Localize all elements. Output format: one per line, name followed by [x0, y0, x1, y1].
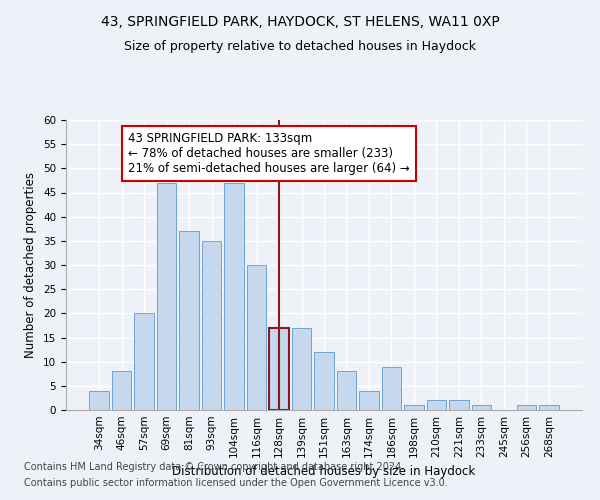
Bar — [179, 231, 199, 410]
Bar — [472, 405, 491, 410]
Bar — [269, 328, 289, 410]
Y-axis label: Number of detached properties: Number of detached properties — [25, 172, 37, 358]
Bar — [247, 265, 266, 410]
Bar — [134, 314, 154, 410]
Text: 43, SPRINGFIELD PARK, HAYDOCK, ST HELENS, WA11 0XP: 43, SPRINGFIELD PARK, HAYDOCK, ST HELENS… — [101, 15, 499, 29]
Bar — [404, 405, 424, 410]
Text: Size of property relative to detached houses in Haydock: Size of property relative to detached ho… — [124, 40, 476, 53]
Bar — [224, 183, 244, 410]
Bar — [202, 241, 221, 410]
Bar — [292, 328, 311, 410]
Bar — [427, 400, 446, 410]
Bar — [314, 352, 334, 410]
X-axis label: Distribution of detached houses by size in Haydock: Distribution of detached houses by size … — [172, 466, 476, 478]
Text: 43 SPRINGFIELD PARK: 133sqm
← 78% of detached houses are smaller (233)
21% of se: 43 SPRINGFIELD PARK: 133sqm ← 78% of det… — [128, 132, 410, 175]
Text: Contains public sector information licensed under the Open Government Licence v3: Contains public sector information licen… — [24, 478, 448, 488]
Bar — [382, 366, 401, 410]
Bar — [359, 390, 379, 410]
Text: Contains HM Land Registry data © Crown copyright and database right 2024.: Contains HM Land Registry data © Crown c… — [24, 462, 404, 472]
Bar — [157, 183, 176, 410]
Bar — [539, 405, 559, 410]
Bar — [112, 372, 131, 410]
Bar — [517, 405, 536, 410]
Bar — [449, 400, 469, 410]
Bar — [337, 372, 356, 410]
Bar — [89, 390, 109, 410]
